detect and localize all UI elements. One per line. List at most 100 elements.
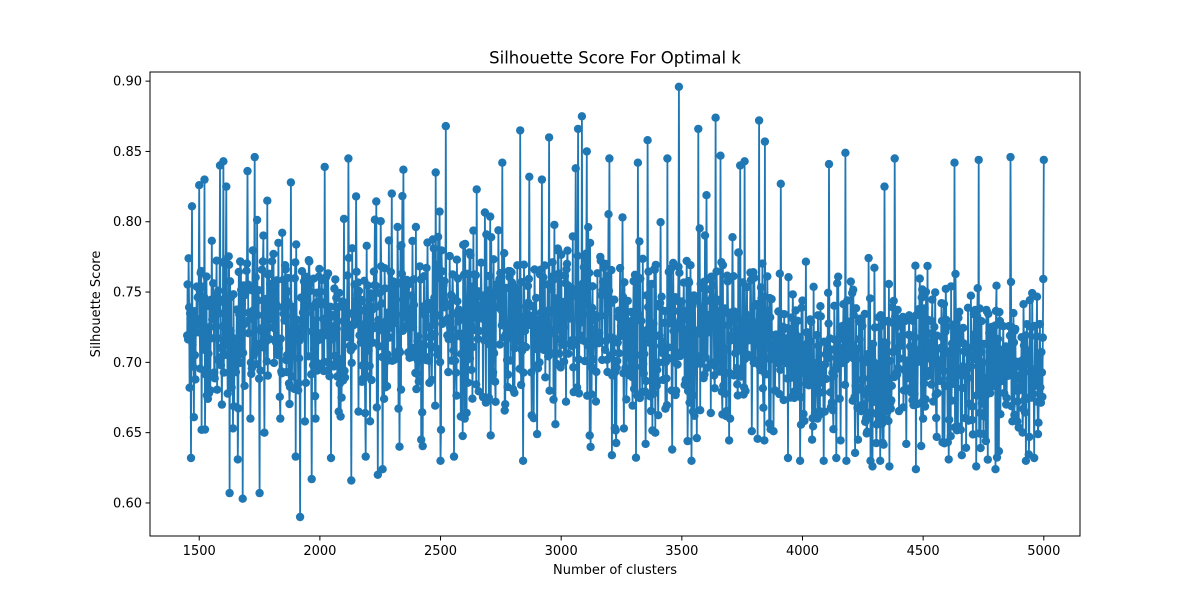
data-point: [800, 416, 809, 426]
data-point: [620, 278, 629, 287]
data-point: [687, 456, 696, 465]
data-point: [729, 272, 738, 281]
data-point: [183, 280, 192, 289]
data-point: [395, 442, 404, 451]
data-point: [294, 354, 304, 363]
data-point: [344, 253, 353, 263]
data-point: [860, 358, 869, 367]
data-point: [310, 391, 320, 401]
data-point: [462, 307, 472, 316]
x-tick-label: 4000: [786, 544, 819, 559]
data-point: [444, 367, 453, 377]
data-point: [833, 279, 842, 288]
data-point: [510, 343, 520, 353]
x-axis: 1500 2000 2500 3000 3500 4000 4500 5000: [183, 536, 1060, 559]
data-point: [756, 283, 766, 292]
data-point: [1013, 397, 1022, 406]
data-point: [580, 356, 589, 366]
data-point: [936, 343, 946, 352]
data-point: [614, 349, 624, 358]
data-point: [921, 287, 931, 297]
data-point: [349, 342, 358, 352]
data-point: [847, 339, 856, 348]
data-point: [432, 260, 441, 269]
data-point: [980, 412, 989, 421]
data-point: [704, 328, 713, 337]
data-point: [641, 439, 650, 449]
data-point: [261, 294, 270, 304]
data-point: [291, 258, 300, 267]
y-tick-label: 0.80: [113, 215, 142, 230]
data-point: [733, 380, 742, 389]
data-point: [384, 236, 394, 245]
data-point: [579, 263, 589, 272]
data-point: [930, 322, 939, 332]
data-point: [663, 154, 672, 163]
data-point: [304, 352, 313, 361]
data-point: [967, 362, 976, 371]
data-point: [994, 447, 1004, 456]
data-point: [785, 354, 795, 363]
data-point: [849, 310, 858, 320]
data-point: [763, 272, 772, 281]
data-point: [422, 263, 431, 273]
data-point: [501, 400, 510, 409]
data-point: [474, 387, 483, 396]
data-point: [516, 380, 526, 390]
data-point: [540, 317, 549, 326]
data-point: [254, 286, 263, 295]
data-point: [713, 321, 723, 331]
data-point: [552, 325, 561, 334]
data-point: [326, 453, 336, 463]
data-point: [713, 354, 722, 364]
data-point: [257, 265, 267, 274]
data-point: [821, 374, 831, 384]
data-point: [760, 436, 769, 445]
data-point: [863, 427, 872, 436]
data-point: [995, 307, 1004, 317]
data-point: [437, 267, 447, 276]
data-point: [440, 276, 449, 286]
x-tick-label: 3000: [545, 544, 578, 559]
data-point: [570, 339, 579, 349]
data-point: [681, 332, 690, 341]
data-point: [250, 152, 259, 162]
data-point: [698, 283, 708, 293]
data-point: [585, 431, 594, 440]
data-point: [943, 381, 952, 390]
data-point: [988, 361, 997, 370]
data-point: [737, 369, 746, 378]
data-point: [975, 304, 984, 313]
data-point: [589, 355, 598, 364]
data-point: [925, 366, 935, 376]
data-point: [222, 182, 231, 191]
data-point: [234, 404, 243, 413]
data-point: [886, 404, 895, 413]
data-point: [863, 384, 873, 394]
y-tick-label: 0.75: [113, 286, 142, 301]
data-point: [725, 414, 735, 423]
data-point: [411, 222, 421, 232]
data-point: [331, 275, 340, 284]
data-point: [293, 315, 302, 324]
data-point: [582, 147, 591, 156]
data-point: [408, 236, 417, 246]
data-point: [577, 112, 587, 121]
data-point: [585, 238, 595, 248]
data-point: [827, 398, 837, 407]
data-point: [646, 406, 656, 416]
data-point: [728, 233, 737, 242]
data-point: [372, 197, 381, 206]
data-point: [256, 366, 265, 375]
data-point: [699, 277, 709, 286]
data-point: [242, 266, 251, 275]
data-point: [424, 356, 434, 365]
data-point: [1001, 363, 1010, 373]
data-point: [484, 393, 493, 402]
data-point: [453, 274, 463, 283]
data-point: [525, 172, 534, 181]
data-point: [467, 365, 476, 375]
data-point: [631, 453, 641, 462]
data-point: [557, 250, 566, 259]
data-point: [190, 307, 199, 316]
